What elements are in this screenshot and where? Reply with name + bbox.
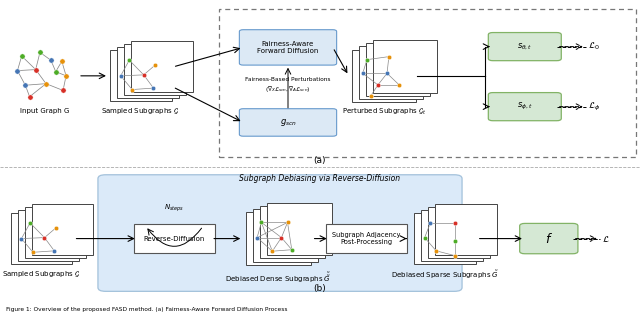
FancyBboxPatch shape bbox=[421, 210, 483, 261]
FancyBboxPatch shape bbox=[326, 224, 407, 253]
Text: $s_{\phi,t}$: $s_{\phi,t}$ bbox=[517, 101, 532, 112]
FancyBboxPatch shape bbox=[239, 30, 337, 65]
FancyBboxPatch shape bbox=[11, 213, 72, 264]
FancyBboxPatch shape bbox=[372, 40, 438, 93]
FancyBboxPatch shape bbox=[435, 204, 497, 255]
Text: (b): (b) bbox=[314, 284, 326, 293]
Text: Sampled Subgraphs $\mathcal{G}$: Sampled Subgraphs $\mathcal{G}$ bbox=[102, 106, 180, 116]
FancyBboxPatch shape bbox=[18, 210, 79, 261]
FancyBboxPatch shape bbox=[359, 46, 424, 99]
Text: $f$: $f$ bbox=[545, 232, 553, 246]
FancyBboxPatch shape bbox=[246, 212, 311, 265]
FancyBboxPatch shape bbox=[32, 204, 93, 255]
Text: Debiased Sparse Subgraphs $\tilde{G}$: Debiased Sparse Subgraphs $\tilde{G}$ bbox=[391, 269, 499, 281]
Text: $s_{\theta,t}$: $s_{\theta,t}$ bbox=[517, 41, 532, 52]
FancyBboxPatch shape bbox=[268, 203, 332, 255]
FancyBboxPatch shape bbox=[414, 213, 476, 264]
FancyBboxPatch shape bbox=[134, 224, 215, 253]
Text: Fairness-Based Perturbations
$(\nabla_X \mathcal{L}_{scn}, \nabla_A \mathcal{L}_: Fairness-Based Perturbations $(\nabla_X … bbox=[245, 77, 331, 94]
Text: $g_{scn}$: $g_{scn}$ bbox=[280, 117, 296, 128]
FancyBboxPatch shape bbox=[520, 223, 578, 254]
FancyBboxPatch shape bbox=[117, 47, 179, 98]
Text: Fairness-Aware
Forward Diffusion: Fairness-Aware Forward Diffusion bbox=[257, 41, 319, 54]
FancyBboxPatch shape bbox=[366, 43, 430, 96]
Text: $\mathcal{L}$: $\mathcal{L}$ bbox=[602, 234, 610, 244]
Text: $\mathcal{L}_{\phi}$: $\mathcal{L}_{\phi}$ bbox=[588, 100, 600, 113]
FancyBboxPatch shape bbox=[131, 41, 193, 92]
Text: Subgraph Adjacency
Post-Processing: Subgraph Adjacency Post-Processing bbox=[332, 232, 401, 245]
Text: Figure 1: Overview of the proposed FASD method. (a) Fairness-Aware Forward Diffu: Figure 1: Overview of the proposed FASD … bbox=[6, 307, 288, 312]
Text: $N_{steps}$: $N_{steps}$ bbox=[164, 203, 184, 214]
Text: (a): (a) bbox=[314, 156, 326, 165]
Text: Sampled Subgraphs $\mathcal{G}$: Sampled Subgraphs $\mathcal{G}$ bbox=[3, 269, 81, 279]
FancyBboxPatch shape bbox=[110, 50, 172, 101]
FancyBboxPatch shape bbox=[428, 207, 490, 258]
Text: Debiased Dense Subgraphs $\tilde{\tilde{G}}$: Debiased Dense Subgraphs $\tilde{\tilde{… bbox=[225, 270, 332, 285]
FancyBboxPatch shape bbox=[260, 206, 325, 258]
FancyBboxPatch shape bbox=[124, 44, 186, 95]
Text: Input Graph G: Input Graph G bbox=[20, 108, 70, 114]
FancyBboxPatch shape bbox=[239, 109, 337, 136]
Text: Reverse-Diffusion: Reverse-Diffusion bbox=[144, 236, 205, 241]
FancyBboxPatch shape bbox=[98, 175, 462, 291]
FancyBboxPatch shape bbox=[488, 33, 561, 61]
FancyBboxPatch shape bbox=[25, 207, 86, 258]
FancyBboxPatch shape bbox=[352, 50, 417, 102]
Text: Perturbed Subgraphs $\mathcal{G}_t$: Perturbed Subgraphs $\mathcal{G}_t$ bbox=[342, 107, 426, 117]
Text: Subgraph Debiasing via Reverse-Diffusion: Subgraph Debiasing via Reverse-Diffusion bbox=[239, 174, 401, 183]
FancyBboxPatch shape bbox=[488, 93, 561, 121]
FancyBboxPatch shape bbox=[253, 209, 318, 262]
Text: $\mathcal{L}_0$: $\mathcal{L}_0$ bbox=[588, 41, 600, 52]
